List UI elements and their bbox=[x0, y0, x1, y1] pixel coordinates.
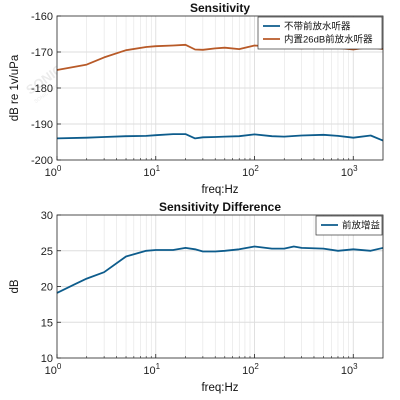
x-tick-label-exponent: 2 bbox=[254, 164, 259, 173]
y-tick-label: 15 bbox=[41, 317, 53, 329]
x-axis-label: freq:Hz bbox=[201, 184, 238, 196]
x-tick-label: 103 bbox=[341, 362, 358, 377]
y-tick-label: -160 bbox=[31, 11, 53, 23]
y-tick-label: 30 bbox=[41, 210, 53, 222]
sensitivity-series-0-line bbox=[56, 133, 384, 142]
x-tick-label: 100 bbox=[45, 164, 62, 179]
y-axis-label: dB bbox=[9, 279, 21, 293]
y-tick-label: -200 bbox=[31, 155, 53, 167]
x-tick-label-base: 10 bbox=[143, 167, 155, 179]
x-tick-label: 102 bbox=[242, 164, 259, 179]
y-tick-label: 10 bbox=[41, 353, 53, 365]
x-tick-label-base: 10 bbox=[45, 365, 57, 377]
x-tick-label-base: 10 bbox=[341, 365, 353, 377]
x-tick-label-base: 10 bbox=[242, 167, 254, 179]
y-tick-label: -170 bbox=[31, 47, 53, 59]
x-tick-label-exponent: 0 bbox=[57, 362, 62, 371]
x-tick-label-exponent: 1 bbox=[156, 164, 161, 173]
x-tick-label-base: 10 bbox=[143, 365, 155, 377]
sensitivity-plot: 100 101 102 103-200-190-180-170-160Sensitiv… bbox=[9, 1, 384, 196]
x-tick-label: 100 bbox=[45, 362, 62, 377]
x-tick-label: 101 bbox=[143, 164, 160, 179]
x-tick-label-exponent: 3 bbox=[353, 362, 358, 371]
x-tick-label-exponent: 2 bbox=[254, 362, 259, 371]
x-axis-label: freq:Hz bbox=[201, 382, 238, 394]
x-tick-label: 101 bbox=[143, 362, 160, 377]
y-axis: 10 15 20 25 30 bbox=[41, 210, 61, 365]
x-tick-label: 102 bbox=[242, 362, 259, 377]
legend-label: 不带前放水听器 bbox=[284, 21, 351, 33]
chart-title: Sensitivity Difference bbox=[159, 200, 281, 214]
x-tick-label-exponent: 0 bbox=[57, 164, 62, 173]
legend-label: 内置26dB前放水听器 bbox=[284, 34, 373, 46]
x-axis: 100 101 102 103 bbox=[45, 156, 358, 179]
y-tick-label: 20 bbox=[41, 282, 53, 294]
grid bbox=[57, 215, 383, 358]
y-tick-label: -180 bbox=[31, 83, 53, 95]
chart-title: Sensitivity bbox=[190, 1, 250, 15]
x-tick-label-exponent: 3 bbox=[353, 164, 358, 173]
x-tick-label-exponent: 1 bbox=[156, 362, 161, 371]
difference-series-0-line bbox=[56, 245, 384, 294]
x-axis: 100 101 102 103 bbox=[45, 354, 358, 377]
x-tick-label-base: 10 bbox=[45, 167, 57, 179]
y-axis-label: dB re 1v/uPa bbox=[9, 54, 21, 121]
y-tick-label: 25 bbox=[41, 246, 53, 258]
y-tick-label: -190 bbox=[31, 119, 53, 131]
x-tick-label-base: 10 bbox=[242, 365, 254, 377]
legend-box bbox=[315, 215, 383, 236]
legend-label: 前放增益 bbox=[342, 220, 381, 232]
legend-box bbox=[257, 16, 383, 50]
legend: 前放增益 bbox=[315, 215, 383, 236]
y-axis: -200 -190 -180 -170 -160 bbox=[31, 11, 61, 167]
x-tick-label: 103 bbox=[341, 164, 358, 179]
x-tick-label-base: 10 bbox=[341, 167, 353, 179]
